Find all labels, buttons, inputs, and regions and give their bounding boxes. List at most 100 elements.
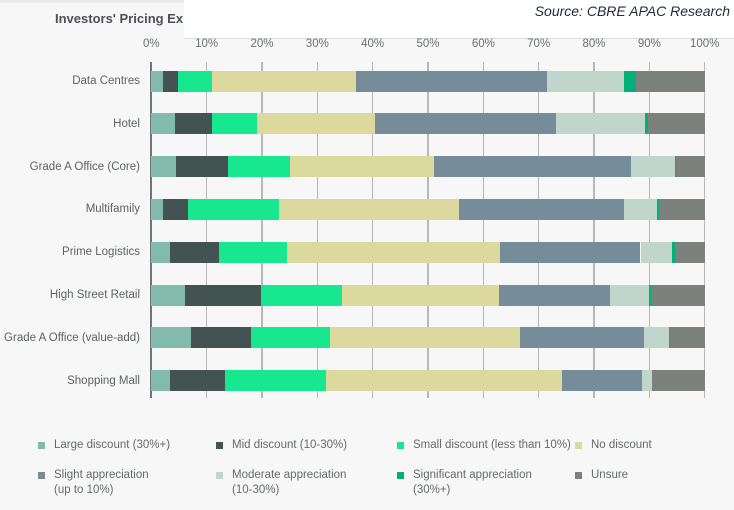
gridline: [371, 62, 374, 398]
legend-label: No discount: [591, 438, 652, 453]
legend-swatch: [575, 442, 582, 449]
category-label: Hotel: [113, 117, 140, 130]
x-tick-label: 0%: [142, 38, 160, 50]
x-tick-label: 20%: [250, 38, 274, 50]
x-tick-label: 60%: [471, 38, 495, 50]
bar-segment: [500, 241, 641, 263]
bar-segment: [674, 241, 705, 263]
category-label: Grade A Office (value-add): [4, 331, 140, 344]
bar-segment: [644, 327, 670, 349]
bar-segment: [151, 70, 164, 92]
legend-swatch: [575, 472, 582, 479]
bar-segment: [674, 156, 677, 178]
gridline: [205, 62, 208, 398]
bar-segment: [519, 327, 645, 349]
legend-label-line2: (up to 10%): [54, 484, 114, 496]
legend-label-line2: (10-30%): [232, 484, 280, 496]
bar-segment: [250, 327, 331, 349]
bar-segment: [151, 156, 177, 178]
category-label: Grade A Office (Core): [29, 160, 140, 173]
bar-segment: [187, 198, 280, 220]
legend-label-line1: Unsure: [591, 469, 629, 481]
bar-segment: [623, 198, 657, 220]
bar-segment: [225, 370, 326, 392]
legend-label-line1: Large discount (30%+): [54, 439, 171, 451]
bar-segment: [163, 198, 188, 220]
bar-segment: [645, 113, 648, 135]
bar-segment: [636, 70, 705, 92]
gridline: [427, 62, 429, 398]
bar-segment: [151, 370, 171, 392]
bar-segment: [651, 284, 705, 306]
bar-segment: [670, 327, 705, 349]
legend-label-line2: (30%+): [413, 484, 451, 496]
bar-segment: [434, 156, 632, 178]
bar-segment: [260, 284, 343, 306]
legend-label-line1: No discount: [591, 439, 652, 451]
bar-segment: [458, 198, 624, 220]
legend-swatch: [216, 472, 223, 479]
legend-label-line1: Mid discount (10-30%): [232, 439, 348, 451]
bar-segment: [178, 70, 213, 92]
legend-label-line1: Small discount (less than 10%): [413, 439, 571, 451]
legend-label: Large discount (30%+): [54, 438, 170, 453]
bar-segment: [151, 284, 185, 306]
legend-label: Mid discount (10-30%): [232, 438, 347, 453]
bar-segment: [656, 198, 660, 220]
bar-segment: [676, 156, 705, 178]
gridline: [261, 62, 263, 398]
chart-title: Investors' Pricing Ex: [55, 11, 184, 26]
bar-segment: [356, 70, 547, 92]
category-label: Shopping Mall: [67, 374, 140, 387]
bar-segment: [163, 70, 179, 92]
source-box: Source: CBRE APAC Research: [184, 0, 734, 39]
bar-segment: [287, 241, 501, 263]
bar-segment: [256, 113, 375, 135]
legend-swatch: [38, 442, 45, 449]
bar-segment: [218, 241, 288, 263]
source-label: Source: CBRE APAC Research: [534, 3, 730, 19]
x-tick-label: 90%: [637, 38, 661, 50]
x-tick-label: 80%: [582, 38, 606, 50]
category-label: Multifamily: [85, 203, 140, 216]
bar-segment: [151, 198, 164, 220]
bar-segment: [151, 241, 171, 263]
bar-segment: [151, 327, 192, 349]
gridline: [648, 62, 651, 398]
bar-segment: [176, 156, 229, 178]
bar-segment: [228, 156, 291, 178]
bar-segment: [672, 241, 675, 263]
bar-segment: [211, 113, 257, 135]
bar-segment: [290, 156, 435, 178]
x-tick-label: 40%: [361, 38, 385, 50]
gridline: [316, 62, 319, 398]
bar-segment: [623, 70, 637, 92]
x-tick-label: 30%: [305, 38, 329, 50]
bar-segment: [669, 327, 671, 349]
category-label: Prime Logistics: [62, 246, 140, 259]
bar-segment: [641, 370, 652, 392]
bar-segment: [174, 113, 212, 135]
legend-swatch: [397, 472, 404, 479]
bar-segment: [546, 70, 624, 92]
bar-segment: [561, 370, 642, 392]
category-label: High Street Retail: [49, 289, 140, 301]
x-tick-label: 50%: [416, 38, 440, 50]
bar-segment: [648, 284, 651, 306]
legend-label-line1: Significant appreciation: [413, 469, 532, 481]
legend-label: Slight appreciation (up to 10%): [54, 468, 149, 498]
bar-segment: [151, 113, 175, 135]
bar-segment: [556, 113, 646, 135]
legend-label: Unsure: [591, 468, 628, 483]
y-axis-line: [150, 62, 152, 398]
bar-segment: [659, 198, 705, 220]
bar-segment: [170, 241, 219, 263]
gridline: [703, 62, 706, 398]
legend-label-line1: Moderate appreciation: [232, 469, 347, 481]
bar-segment: [342, 284, 499, 306]
bar-segment: [191, 327, 251, 349]
bar-segment: [631, 156, 675, 178]
bar-segment: [647, 113, 705, 135]
bar-segment: [330, 327, 520, 349]
bar-segment: [498, 284, 610, 306]
